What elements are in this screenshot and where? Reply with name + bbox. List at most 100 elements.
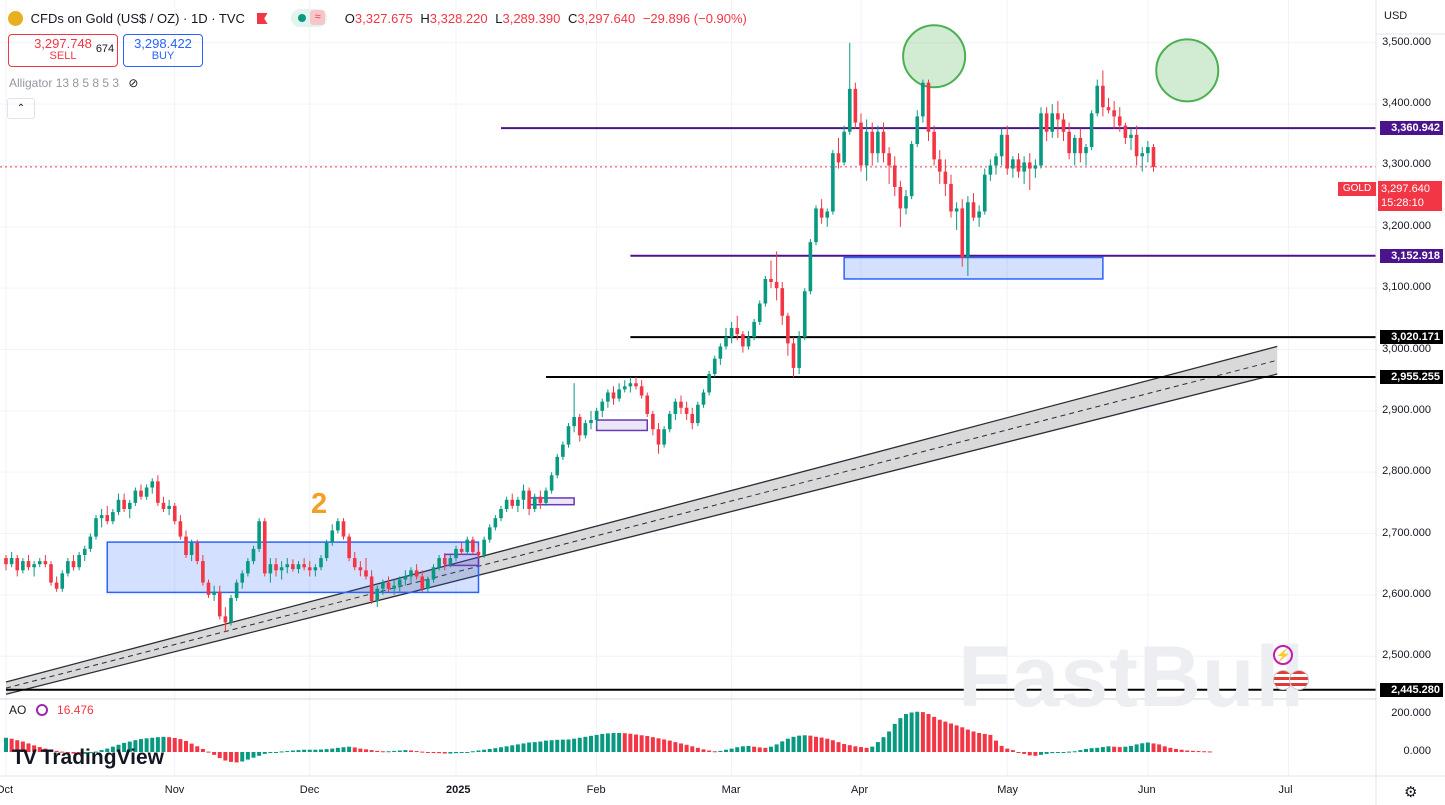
candle (358, 561, 363, 577)
candle-body (352, 558, 357, 568)
candle (1022, 156, 1026, 184)
candle-body (741, 334, 745, 347)
candle-body (836, 153, 841, 163)
zone-box (843, 256, 1104, 280)
candle (414, 564, 419, 580)
ao-bar (583, 736, 588, 752)
candle (77, 551, 81, 571)
candle-body (1078, 137, 1083, 154)
candle-body (49, 564, 53, 583)
ao-settings-icon[interactable] (35, 704, 48, 716)
sell-button[interactable]: 3,297.748 SELL (8, 34, 118, 67)
candle (167, 499, 171, 516)
candle (499, 505, 503, 522)
candle (802, 288, 807, 341)
flag-icon[interactable] (256, 13, 268, 24)
currency-selector[interactable]: USD (1384, 10, 1408, 22)
ao-bar (425, 752, 430, 753)
indicator-name: Alligator 13 8 5 8 5 3 (9, 76, 120, 90)
ao-bar (515, 744, 520, 752)
high-key: H (420, 11, 430, 26)
ao-bar (1010, 750, 1015, 752)
ao-bar (105, 748, 110, 752)
ao-bar (1174, 748, 1178, 752)
candle (246, 558, 250, 577)
ao-bar (49, 749, 53, 752)
candle-body (26, 561, 31, 568)
highlight-circle (1155, 38, 1220, 103)
ao-bar (864, 747, 869, 752)
candle (521, 484, 526, 509)
ao-bar (701, 749, 706, 752)
market-status-icon[interactable]: ≈ (291, 9, 328, 27)
ao-bar (296, 750, 301, 752)
candle (184, 530, 188, 559)
candle-body (870, 131, 875, 154)
candle-body (617, 389, 621, 399)
candle-body (977, 211, 981, 218)
candle-body (662, 429, 666, 445)
ao-bar (319, 749, 323, 752)
settings-gear-icon[interactable]: ⚙ (1404, 784, 1418, 801)
candle (966, 196, 970, 276)
ao-bar (352, 747, 357, 752)
collapse-legend-button[interactable]: ⌃ (7, 98, 35, 119)
indicator-legend[interactable]: Alligator 13 8 5 8 5 3 ⊘ (9, 76, 138, 90)
candle (1106, 98, 1111, 114)
candle (229, 594, 233, 626)
candle-body (257, 521, 261, 549)
candle-body (971, 202, 976, 218)
candle-body (1117, 116, 1122, 126)
ao-bar (386, 751, 391, 753)
ao-bar (1100, 747, 1105, 752)
ao-bar (307, 749, 312, 752)
candle (555, 453, 560, 479)
candle (403, 570, 408, 586)
candle (257, 518, 261, 552)
ao-bar (656, 738, 661, 752)
tradingview-logo[interactable]: TV TradingView (12, 746, 164, 770)
candle (971, 193, 976, 221)
gold-icon (8, 11, 23, 26)
symbol-title[interactable]: CFDs on Gold (US$ / OZ) · 1D · TVC (30, 11, 245, 26)
spread-value: 674 (95, 43, 115, 55)
candle-body (752, 321, 756, 338)
price-axis-label: 2,600.000 (1382, 587, 1431, 600)
ao-bar (150, 737, 155, 752)
candle (223, 607, 228, 632)
candle-body (1033, 165, 1038, 169)
candle-body (516, 499, 520, 506)
ao-bar (37, 747, 42, 752)
ao-bar (223, 752, 228, 761)
candle (99, 508, 104, 528)
ao-legend[interactable]: AO 16.476 (9, 703, 94, 717)
lightning-event-icon[interactable]: ⚡ (1273, 645, 1293, 665)
candle-body (1056, 113, 1060, 120)
buy-button[interactable]: 3,298.422 BUY (123, 34, 203, 67)
us-flag-event-icon-2[interactable] (1289, 670, 1309, 690)
candle-body (999, 134, 1004, 157)
candle-body (409, 570, 413, 577)
time-axis-label: Oct (0, 784, 14, 796)
price-axis-label: 2,500.000 (1382, 649, 1431, 662)
candle (431, 564, 436, 583)
ao-bar (1072, 751, 1077, 753)
candle-body (600, 401, 605, 411)
candle (1084, 144, 1088, 166)
eye-slash-icon[interactable]: ⊘ (128, 76, 139, 90)
level-price-tag: 3,152.918 (1380, 248, 1443, 263)
ao-bar (724, 749, 728, 752)
candle-body (319, 558, 323, 568)
candle (341, 518, 346, 540)
ao-bar (442, 752, 447, 754)
candle-body (465, 539, 470, 552)
candle (279, 561, 284, 580)
candle (442, 553, 447, 571)
candle (32, 561, 36, 577)
candle-body (1101, 85, 1105, 108)
ao-bar (1123, 746, 1128, 752)
candle-body (21, 561, 25, 571)
candle (144, 484, 149, 500)
candle-body (105, 515, 110, 522)
